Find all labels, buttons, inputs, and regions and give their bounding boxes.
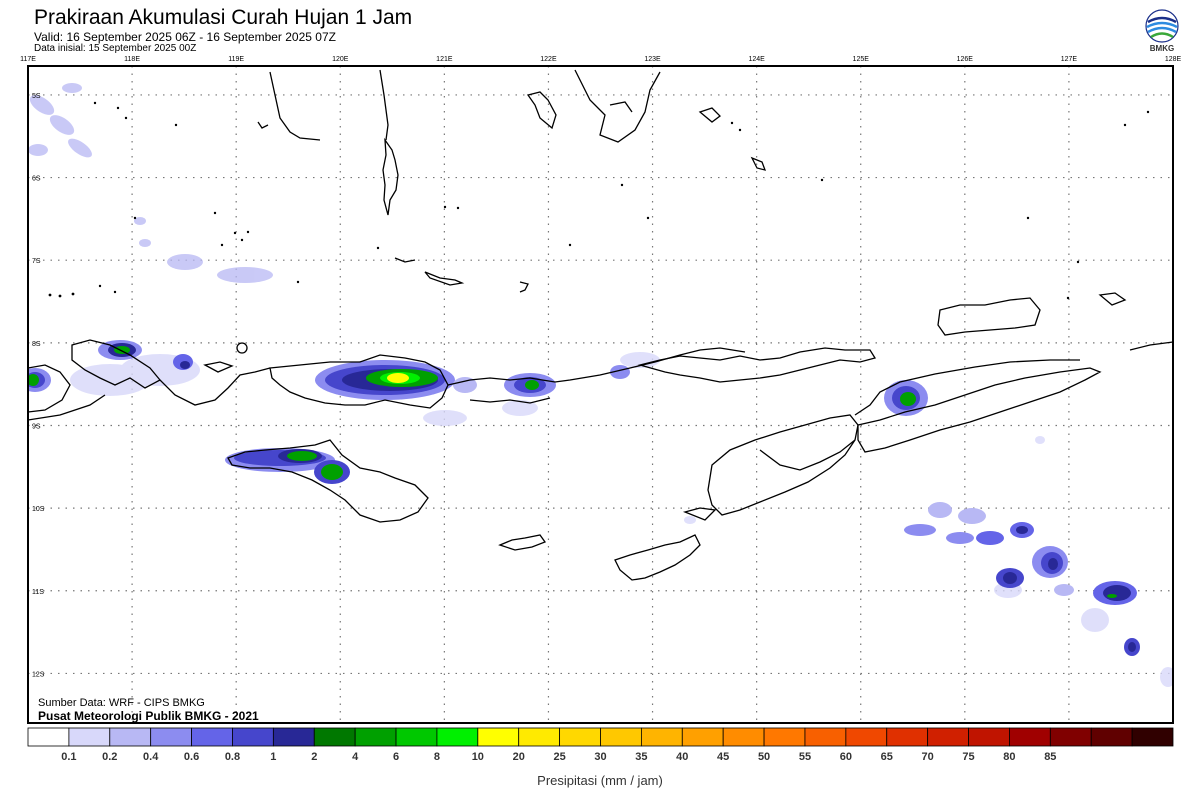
latitude-tick-label: 10S bbox=[32, 506, 45, 513]
longitude-tick-label: 127E bbox=[1061, 56, 1078, 63]
precipitation-layer bbox=[28, 83, 1173, 687]
longitude-tick-labels: 117E 118E 119E 120E 121E 122E 123E 124E 125E 126E… bbox=[20, 56, 1181, 63]
longitude-tick-label: 120E bbox=[332, 56, 349, 63]
longitude-tick-label: 118E bbox=[124, 56, 140, 63]
small-islands bbox=[48, 101, 1150, 300]
latitude-tick-label: 11S bbox=[32, 589, 44, 596]
longitude-tick-label: 125E bbox=[853, 56, 870, 63]
longitude-tick-label: 124E bbox=[748, 56, 765, 63]
map-title: Prakiraan Akumulasi Curah Hujan 1 Jam bbox=[34, 6, 413, 29]
latitude-tick-label: 6S bbox=[32, 176, 41, 183]
bmkg-logo-icon bbox=[1145, 9, 1179, 43]
map-background bbox=[28, 66, 1173, 723]
map-frame bbox=[27, 65, 1174, 724]
longitude-tick-label: 121E bbox=[436, 56, 453, 63]
bmkg-logo-text: BMKG bbox=[1149, 44, 1175, 53]
longitude-tick-label: 119E bbox=[228, 56, 244, 63]
latitude-tick-label: 12S bbox=[32, 671, 45, 678]
bmkg-logo: BMKG bbox=[1142, 8, 1182, 58]
latitude-tick-label: 5S bbox=[32, 93, 41, 100]
credits: Sumber Data: WRF - CIPS BMKG Pusat Meteo… bbox=[38, 697, 259, 723]
coastlines bbox=[28, 69, 1173, 581]
latitude-tick-label: 8S bbox=[32, 341, 41, 348]
latitude-tick-labels: 5S 6S 7S 8S 9S 10S 11S 12S bbox=[32, 93, 45, 678]
organization: Pusat Meteorologi Publik BMKG - 2021 bbox=[38, 709, 259, 723]
initial-data-time: Data inisial: 15 September 2025 00Z bbox=[34, 43, 197, 54]
longitude-tick-label: 117E bbox=[20, 56, 36, 63]
longitude-tick-label: 126E bbox=[957, 56, 974, 63]
longitude-tick-label: 128E bbox=[1165, 56, 1182, 63]
latitude-tick-label: 9S bbox=[32, 423, 41, 430]
grid-lines bbox=[28, 66, 1173, 723]
data-source: Sumber Data: WRF - CIPS BMKG bbox=[38, 697, 205, 709]
valid-time: Valid: 16 September 2025 06Z - 16 Septem… bbox=[34, 30, 336, 44]
colorbar-label: Presipitasi (mm / jam) bbox=[537, 773, 663, 788]
longitude-tick-label: 122E bbox=[540, 56, 557, 63]
longitude-tick-label: 123E bbox=[644, 56, 661, 63]
latitude-tick-label: 7S bbox=[32, 258, 41, 265]
